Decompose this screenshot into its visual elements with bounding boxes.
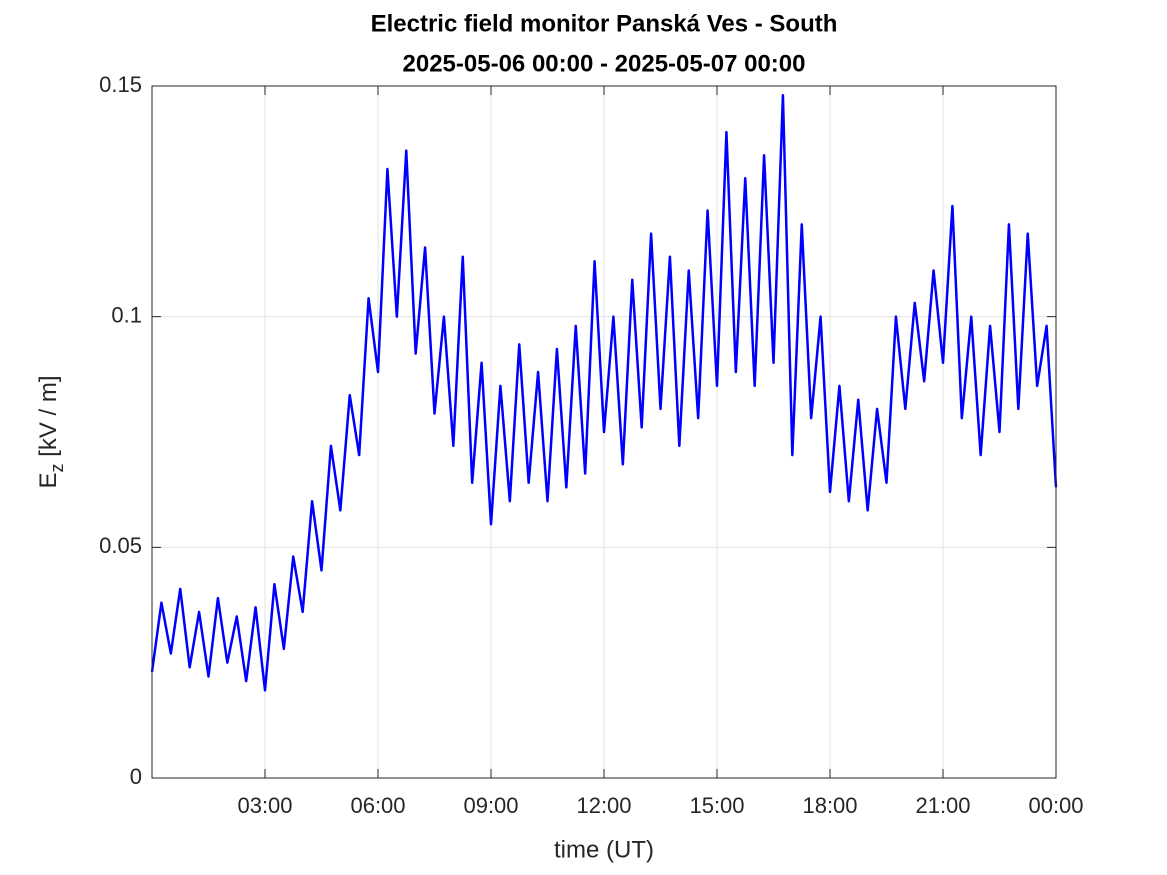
y-label-unit: [kV / m] [35, 375, 62, 463]
x-tick-label: 15:00 [689, 793, 744, 818]
x-tick-label: 06:00 [350, 793, 405, 818]
y-label-sub: z [47, 464, 67, 473]
x-tick-label: 18:00 [802, 793, 857, 818]
y-tick-label: 0.15 [99, 72, 142, 97]
plot-frame [151, 85, 1057, 779]
chart-title: Electric field monitor Panská Ves - Sout… [371, 10, 838, 37]
y-label-main: E [35, 473, 62, 489]
y-axis-label: Ez [kV / m] [35, 375, 66, 488]
y-tick-label: 0.1 [111, 302, 142, 327]
y-tick-label: 0 [130, 764, 142, 789]
data-line [150, 93, 1058, 692]
y-tick-label: 0.05 [99, 533, 142, 558]
x-tick-label: 12:00 [576, 793, 631, 818]
x-axis-label: time (UT) [554, 836, 654, 863]
chart-subtitle: 2025-05-06 00:00 - 2025-05-07 00:00 [403, 50, 806, 77]
x-tick-label: 09:00 [463, 793, 518, 818]
x-tick-label: 03:00 [237, 793, 292, 818]
x-tick-label: 21:00 [915, 793, 970, 818]
x-tick-label: 00:00 [1028, 793, 1083, 818]
